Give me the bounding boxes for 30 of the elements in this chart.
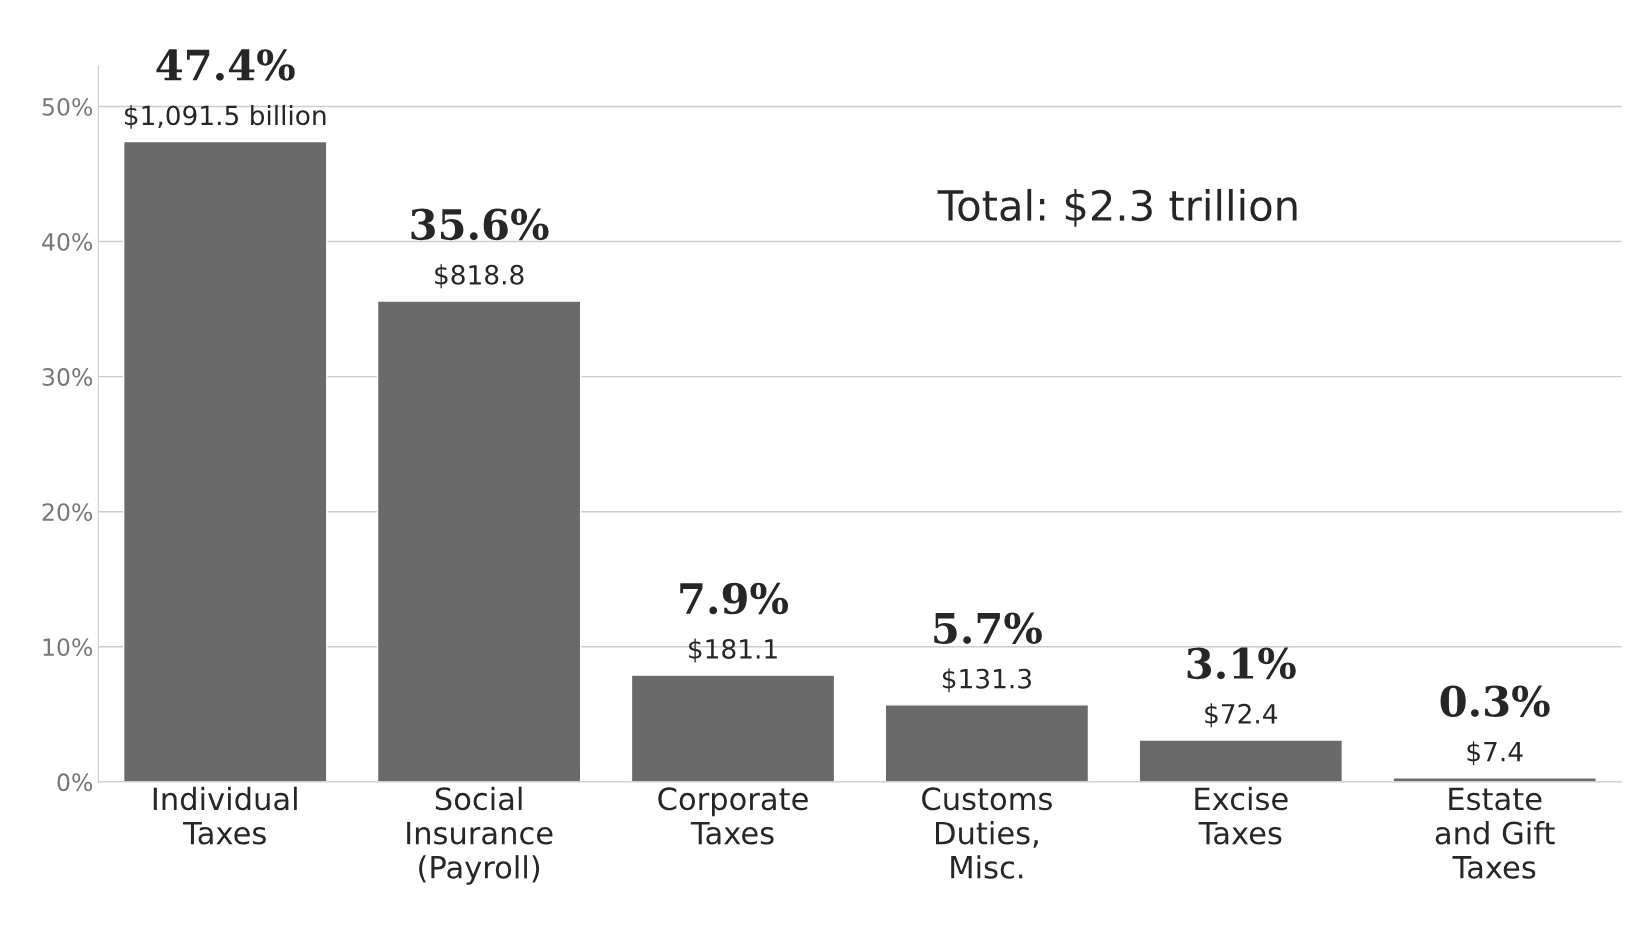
data-label: 35.6%	[411, 208, 549, 241]
y-tick-label: 30%	[42, 368, 93, 386]
bar	[376, 300, 582, 782]
annotation: $131.3	[942, 668, 1031, 693]
bar	[630, 674, 836, 782]
data-label: 7.9%	[680, 582, 789, 615]
data-label: 0.3%	[1440, 685, 1550, 717]
x-tick-label: Individual Taxes	[153, 786, 297, 845]
annotation: $7.4	[1467, 741, 1523, 766]
annotation: $818.8	[435, 264, 524, 289]
annotation: $72.4	[1205, 703, 1278, 728]
bar	[1138, 739, 1344, 782]
annotation: $1,091.5 billion	[124, 104, 326, 129]
data-label: 5.7%	[934, 612, 1042, 645]
bar	[884, 704, 1090, 782]
annotation: $181.1	[689, 638, 777, 663]
data-label: 47.4%	[156, 49, 295, 81]
y-tick-label: 50%	[42, 97, 93, 116]
x-tick-label: Social Insurance (Payroll)	[407, 786, 553, 885]
bar	[122, 140, 328, 782]
y-tick-label: 10%	[43, 638, 93, 657]
y-tick-label: 40%	[42, 232, 93, 251]
y-tick-label: 0%	[57, 773, 93, 792]
x-tick-label: Estate and Gift Taxes	[1435, 787, 1555, 879]
x-tick-label: Excise Taxes	[1195, 786, 1288, 845]
x-tick-label: Corporate Taxes	[658, 787, 808, 845]
y-tick-label: 20%	[42, 503, 93, 522]
data-label: 3.1%	[1187, 647, 1296, 680]
annotation: Total: $2.3 trillion	[937, 188, 1297, 227]
x-tick-label: Customs Duties, Misc.	[922, 787, 1052, 879]
